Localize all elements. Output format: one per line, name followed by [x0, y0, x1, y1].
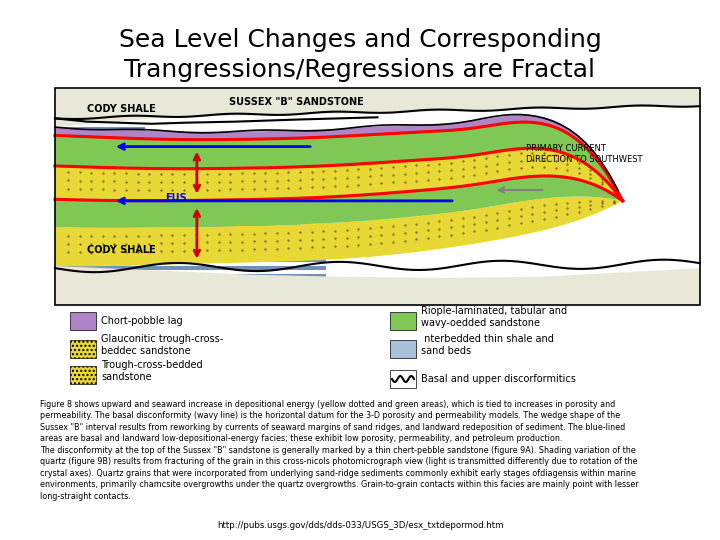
- Text: CODY SHALE: CODY SHALE: [87, 104, 156, 114]
- Bar: [390, 370, 416, 388]
- Polygon shape: [55, 252, 326, 257]
- Polygon shape: [55, 231, 300, 235]
- Bar: [390, 312, 416, 330]
- Text: Trough-cross-bedded
sandstone: Trough-cross-bedded sandstone: [101, 360, 202, 382]
- Text: http://pubs.usgs.gov/dds/dds-033/USGS_3D/esx_txtdepormod.htm: http://pubs.usgs.gov/dds/dds-033/USGS_3D…: [217, 521, 503, 530]
- Polygon shape: [55, 179, 222, 184]
- Polygon shape: [55, 244, 326, 248]
- Polygon shape: [55, 279, 326, 284]
- Text: Glauconitic trough-cross-
beddec sandstone: Glauconitic trough-cross- beddec sandsto…: [101, 334, 223, 356]
- Text: Riople-laminated, tabular and
wavy-oedded sandstone: Riople-laminated, tabular and wavy-oedde…: [421, 306, 567, 328]
- Polygon shape: [55, 157, 184, 162]
- Text: Figure 8 shows upward and seaward increase in depositional energy (yellow dotted: Figure 8 shows upward and seaward increa…: [40, 400, 639, 501]
- Polygon shape: [55, 266, 700, 305]
- Text: nterbedded thin shale and
sand beds: nterbedded thin shale and sand beds: [421, 334, 554, 356]
- Polygon shape: [55, 274, 326, 279]
- Text: Chort-pobble lag: Chort-pobble lag: [101, 316, 183, 326]
- Polygon shape: [55, 144, 145, 149]
- Polygon shape: [55, 110, 120, 114]
- Polygon shape: [55, 266, 326, 271]
- Text: CODY SHALE: CODY SHALE: [87, 245, 156, 255]
- Text: FUS: FUS: [165, 193, 186, 203]
- Bar: [70, 340, 96, 358]
- Polygon shape: [55, 148, 623, 201]
- Text: Sea Level Changes and Corresponding
Trangressions/Regressions are Fractal: Sea Level Changes and Corresponding Tran…: [119, 28, 601, 82]
- Bar: [70, 366, 96, 384]
- Polygon shape: [55, 200, 261, 205]
- Polygon shape: [55, 88, 700, 305]
- Polygon shape: [55, 122, 623, 201]
- Polygon shape: [55, 171, 222, 176]
- Polygon shape: [55, 127, 145, 132]
- Text: PRIMARY CURRENT
DIRECTION TO SOUTHWEST: PRIMARY CURRENT DIRECTION TO SOUTHWEST: [526, 144, 642, 164]
- Polygon shape: [55, 187, 222, 192]
- Polygon shape: [55, 208, 261, 213]
- Polygon shape: [55, 118, 120, 123]
- Polygon shape: [55, 295, 326, 300]
- Polygon shape: [55, 88, 700, 127]
- Bar: [70, 312, 96, 330]
- Polygon shape: [55, 192, 261, 197]
- Polygon shape: [55, 222, 300, 227]
- Polygon shape: [55, 115, 623, 201]
- Polygon shape: [55, 257, 326, 262]
- Polygon shape: [55, 165, 184, 170]
- Polygon shape: [55, 287, 326, 292]
- Polygon shape: [55, 197, 623, 266]
- Polygon shape: [55, 214, 300, 219]
- Polygon shape: [55, 235, 326, 240]
- Polygon shape: [55, 136, 145, 140]
- Text: Basal and upper discorformitics: Basal and upper discorformitics: [421, 374, 576, 384]
- Polygon shape: [55, 176, 623, 228]
- Polygon shape: [55, 148, 184, 153]
- Text: SUSSEX "B" SANDSTONE: SUSSEX "B" SANDSTONE: [229, 97, 364, 107]
- Bar: [390, 340, 416, 358]
